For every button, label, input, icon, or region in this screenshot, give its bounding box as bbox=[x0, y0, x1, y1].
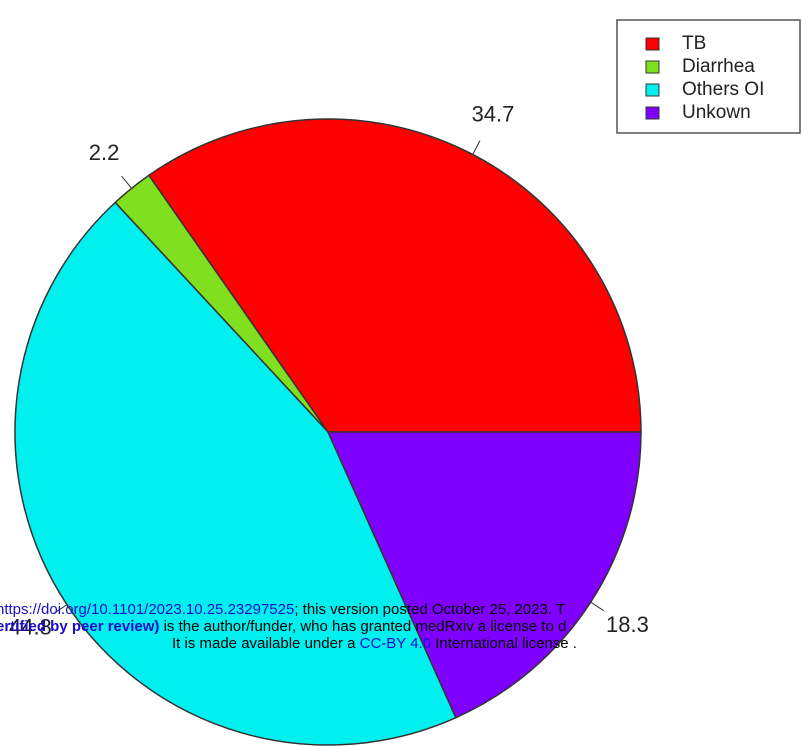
overlay-line: It is made available under a CC-BY 4.0 I… bbox=[172, 635, 577, 652]
leader-line bbox=[590, 601, 605, 612]
legend-swatch bbox=[645, 83, 660, 97]
overlay-line: ertified by peer review) is the author/f… bbox=[0, 618, 566, 635]
overlay-text: International license . bbox=[431, 635, 577, 652]
overlay-line: https://doi.org/10.1101/2023.10.25.23297… bbox=[0, 601, 565, 618]
data-label: 44.8 bbox=[9, 615, 52, 640]
legend-swatch bbox=[645, 60, 660, 74]
data-label: 18.3 bbox=[606, 612, 649, 637]
pie: 34.7 2.2 44.8 18.3 bbox=[9, 101, 649, 746]
legend-label: TB bbox=[682, 33, 706, 54]
overlay-text: It is made available under a bbox=[172, 635, 360, 652]
legend-label: Others OI bbox=[682, 79, 764, 100]
legend-swatch bbox=[645, 106, 660, 120]
overlay-text: ; this version posted October 25, 2023. … bbox=[294, 601, 565, 618]
pie-slice bbox=[14, 201, 457, 746]
overlay-text: is the author/funder, who has granted me… bbox=[159, 618, 566, 635]
legend-label: Diarrhea bbox=[682, 56, 755, 77]
data-label: 34.7 bbox=[472, 101, 515, 126]
license-link[interactable]: CC-BY 4.0 bbox=[360, 635, 431, 652]
doi-link[interactable]: https://doi.org/10.1101/2023.10.25.23297… bbox=[0, 601, 294, 618]
legend-label: Unkown bbox=[682, 102, 751, 123]
overlay-bold: ertified by peer review) bbox=[0, 618, 159, 635]
pie-slice bbox=[326, 431, 642, 719]
leader-line bbox=[472, 140, 481, 155]
data-label: 2.2 bbox=[89, 140, 120, 165]
leader-line bbox=[121, 175, 132, 189]
leader-line bbox=[53, 604, 68, 614]
pie-slice bbox=[147, 118, 642, 433]
legend-swatch bbox=[645, 37, 660, 51]
